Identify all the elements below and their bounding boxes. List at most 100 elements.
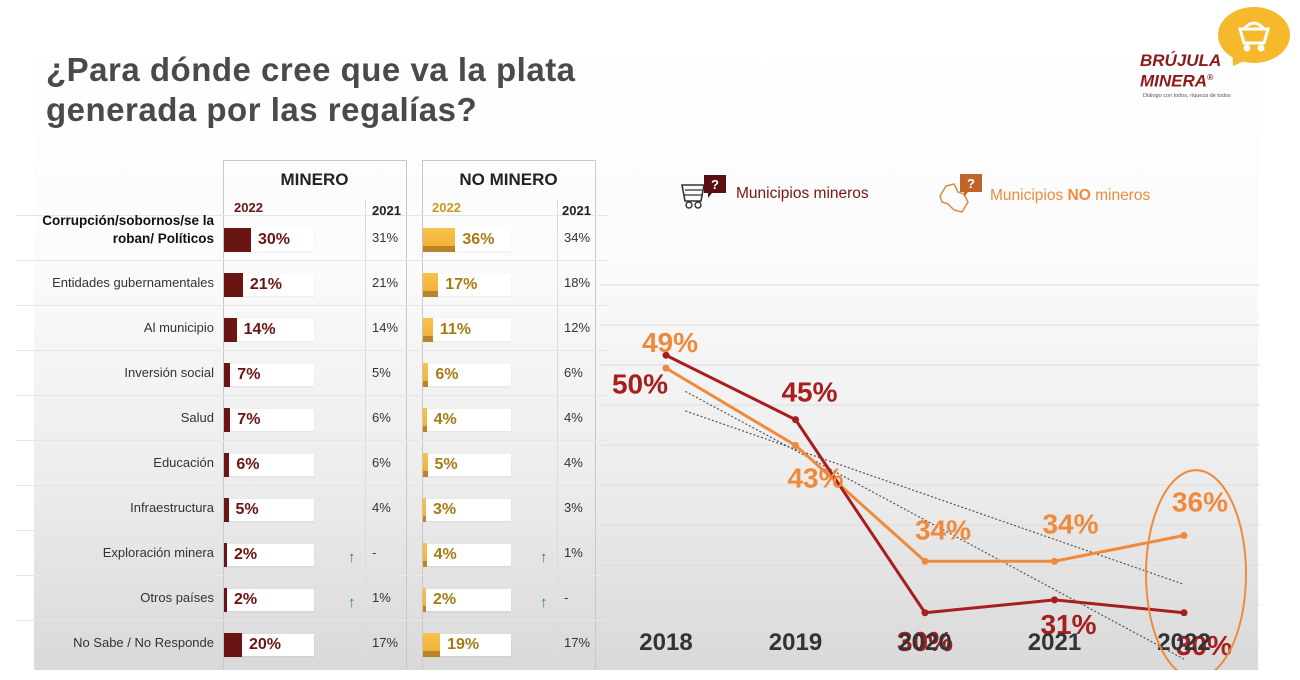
data-label: 36%: [1172, 487, 1228, 518]
no-minero-bar-track: [423, 319, 511, 341]
no-minero-bar-track: [423, 409, 511, 431]
data-point: [1180, 532, 1188, 539]
mine-cart-question-icon: ?: [681, 175, 726, 209]
minero-pct-2021: -: [372, 545, 377, 560]
minero-bar: [224, 408, 231, 432]
no-minero-bar: [423, 453, 428, 477]
trendline-no-minero: [685, 410, 1185, 585]
minero-bar: [224, 228, 251, 252]
minero-pct-2022: 21%: [249, 276, 282, 293]
no-minero-pct-2022: 5%: [434, 456, 458, 473]
x-tick-label: 2018: [639, 629, 692, 656]
minero-bar: [224, 273, 243, 297]
data-point: [1051, 557, 1058, 565]
minero-pct-2021: 21%: [372, 275, 399, 290]
minero-pct-2021: 4%: [372, 500, 391, 515]
highlight-ellipse: [1145, 469, 1247, 670]
x-tick-label: 2021: [1028, 629, 1081, 656]
minero-pct-2021: 6%: [372, 455, 391, 470]
minero-bar-track: [224, 544, 314, 566]
no-minero-pct-2021: 4%: [564, 410, 583, 425]
no-minero-bar: [423, 273, 439, 297]
logo-line-2-text: MINERA: [1140, 71, 1208, 91]
no-minero-pct-2021: 6%: [564, 365, 583, 380]
minero-pct-2022: 7%: [237, 366, 261, 383]
no-minero-pct-2021: 1%: [564, 545, 583, 560]
minero-pct-2022: 30%: [258, 231, 291, 248]
no-minero-bar-track: [423, 274, 511, 296]
series-line-minero: [665, 353, 1185, 615]
no-minero-pct-2021: 3%: [564, 500, 583, 515]
row-separator: [16, 620, 608, 621]
no-minero-pct-2022: 36%: [462, 231, 495, 248]
category-label: Infraestructura: [130, 500, 214, 515]
data-label: 50%: [612, 368, 668, 399]
row-separator: [16, 530, 608, 531]
minero-bar: [224, 363, 231, 387]
no-minero-header: NO MINERO: [459, 170, 558, 189]
data-point: [792, 441, 799, 449]
table-border: [223, 160, 406, 161]
minero-year-prev: 2021: [372, 203, 401, 218]
svg-text:?: ?: [967, 176, 975, 191]
data-point: [921, 557, 929, 565]
no-minero-pct-2022: 6%: [435, 366, 459, 383]
minero-bar-track: [224, 499, 314, 521]
no-minero-pct-2022: 11%: [439, 321, 472, 338]
data-point: [792, 416, 799, 424]
no-minero-pct-2021: 34%: [564, 230, 591, 245]
logo-tagline: Diálogo con todos, riqueza de todos: [1143, 93, 1231, 99]
minero-pct-2022: 6%: [236, 456, 260, 473]
no-minero-bar: [423, 408, 427, 432]
column-divider: [557, 200, 558, 670]
table-divider: [406, 160, 407, 670]
logo: BRÚJULA MINERA®: [1140, 52, 1221, 90]
data-label: 49%: [642, 327, 698, 358]
no-minero-pct-2021: 17%: [564, 635, 591, 650]
line-chart: 50% 45% 30% 31% 30% 49% 43% 34% 34% 36% 2018 2019 20…: [600, 284, 1260, 670]
x-tick-label: 2022: [1157, 629, 1210, 656]
minero-bar: [224, 453, 230, 477]
no-minero-pct-2022: 2%: [433, 591, 457, 608]
data-point: [662, 351, 670, 359]
category-label: Inversión social: [124, 365, 214, 380]
minero-year-current: 2022: [234, 200, 263, 215]
data-label: 34%: [1042, 508, 1098, 539]
legend-no-minero-bold: NO: [1067, 187, 1091, 204]
logo-line-2: MINERA®: [1140, 69, 1221, 90]
row-separator: [16, 485, 608, 486]
page-title-line-1: ¿Para dónde cree que va la plata: [46, 51, 576, 88]
category-label: Corrupción/sobornos/se la roban/ Polític…: [42, 213, 214, 246]
data-label: 34%: [915, 514, 971, 545]
minero-bar-track: [224, 274, 314, 296]
no-minero-year-current: 2022: [432, 200, 461, 215]
minero-bar: [224, 318, 237, 342]
minero-bar-track: [224, 364, 314, 386]
minero-pct-2022: 2%: [234, 546, 258, 563]
minero-bar: [224, 633, 242, 657]
logo-line-1: BRÚJULA: [1140, 51, 1222, 70]
data-point: [1051, 596, 1058, 604]
no-minero-bar-track: [423, 454, 511, 476]
no-minero-year-prev: 2021: [562, 203, 591, 218]
data-label: 43%: [787, 462, 843, 493]
table-divider: [422, 160, 423, 670]
category-label: Salud: [180, 410, 214, 425]
minero-bar: [224, 498, 229, 522]
column-divider: [365, 200, 366, 670]
colombia-map-question-icon: ?: [939, 174, 982, 213]
no-minero-pct-2021: -: [564, 590, 569, 605]
up-arrow-icon: ↑: [540, 549, 548, 566]
minero-pct-2021: 17%: [372, 635, 399, 650]
legend-minero: Municipios mineros: [736, 185, 869, 202]
x-tick-label: 2020: [898, 629, 951, 656]
minero-pct-2022: 20%: [249, 636, 282, 653]
up-arrow-icon: ↑: [540, 594, 548, 611]
minero-pct-2022: 14%: [243, 321, 276, 338]
minero-pct-2022: 7%: [237, 411, 261, 428]
no-minero-bar: [423, 498, 426, 522]
no-minero-pct-2021: 18%: [564, 275, 591, 290]
mine-cart-icon: [1238, 21, 1270, 52]
data-label: 30%: [897, 626, 953, 657]
data-point: [1180, 609, 1188, 617]
